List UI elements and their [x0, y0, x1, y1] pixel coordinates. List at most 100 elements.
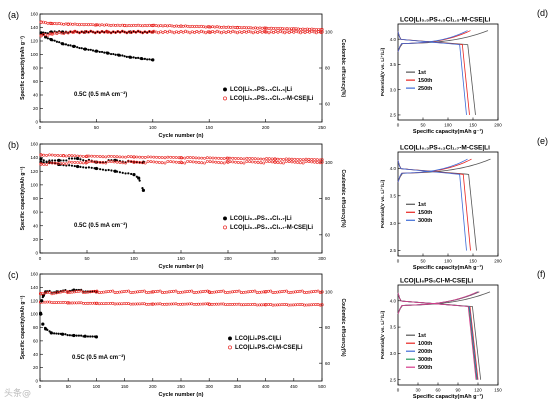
data-point: [137, 30, 140, 33]
data-marker: [66, 290, 70, 294]
data-point: [176, 291, 180, 295]
data-point: [248, 290, 252, 293]
data-point: [190, 24, 194, 28]
data-point: [160, 156, 164, 159]
data-point: [228, 156, 232, 160]
data-point: [290, 30, 293, 33]
data-point: [221, 289, 225, 293]
data-point: [73, 157, 76, 160]
data-point: [315, 158, 319, 162]
data-point: [203, 156, 206, 160]
data-point: [66, 333, 69, 337]
x-tick-label: 450: [290, 384, 298, 389]
legend-entry: LCO|Li₆PS₅Cl-M-CSE|Li: [235, 345, 303, 351]
x-tick-label: 120: [474, 388, 482, 393]
data-point: [145, 31, 149, 34]
data-point: [235, 289, 239, 293]
data-point: [188, 31, 192, 35]
charge-curve-500th: [397, 291, 478, 315]
data-point: [73, 160, 77, 164]
data-point: [131, 302, 135, 306]
data-point: [210, 290, 214, 294]
x-tick-label: 100: [149, 125, 157, 130]
data-point: [190, 289, 194, 293]
data-point: [75, 301, 79, 305]
data-point: [278, 29, 282, 33]
data-point: [89, 29, 93, 33]
x-tick-label: 200: [224, 256, 232, 261]
data-point: [217, 161, 221, 164]
data-point: [142, 289, 146, 293]
data-point: [148, 23, 151, 27]
data-point: [59, 154, 63, 157]
data-point: [118, 290, 121, 294]
data-point: [299, 27, 302, 31]
data-point: [280, 303, 284, 307]
data-point: [147, 302, 151, 306]
data-point: [98, 155, 102, 158]
data-marker: [273, 157, 277, 161]
data-point: [79, 161, 82, 165]
data-point: [147, 290, 151, 294]
data-point: [304, 159, 308, 163]
data-point: [195, 24, 199, 28]
data-marker: [132, 173, 136, 177]
data-point: [231, 156, 235, 160]
data-point: [95, 155, 99, 158]
data-point: [273, 303, 277, 307]
y-tick-label: 0: [35, 251, 38, 256]
data-point: [309, 290, 313, 294]
plot-frame: [39, 273, 323, 382]
x-axis-label: Specific capacity(mAh g⁻¹): [413, 128, 483, 135]
y-tick-label: 4.0: [390, 298, 397, 303]
data-point: [110, 160, 113, 164]
data-point: [101, 161, 105, 165]
data-point: [118, 302, 121, 306]
data-point: [157, 156, 161, 159]
data-point: [188, 289, 191, 293]
data-point: [200, 161, 204, 165]
data-marker: [40, 299, 44, 303]
data-point: [44, 21, 48, 25]
data-point: [276, 303, 279, 307]
data-point: [112, 52, 115, 56]
data-point: [138, 24, 142, 27]
data-point: [146, 31, 149, 34]
data-point: [127, 30, 131, 34]
data-point: [185, 290, 189, 293]
data-point: [70, 154, 74, 158]
legend-entry: 1st: [418, 70, 426, 76]
data-point: [199, 302, 203, 306]
legend-entry: 300th: [418, 357, 433, 363]
data-point: [96, 30, 99, 33]
data-point: [70, 301, 74, 305]
x-tick-label: 100: [130, 256, 138, 261]
data-point: [89, 30, 92, 33]
data-point: [249, 30, 253, 34]
data-point: [284, 157, 288, 161]
y2-axis-label: Coulombic efficiency(%): [340, 39, 346, 97]
x-tick-label: 100: [444, 123, 452, 128]
data-point: [242, 26, 246, 29]
data-marker: [320, 160, 324, 164]
data-marker: [75, 164, 80, 169]
data-point: [136, 29, 140, 33]
x-tick-label: 30: [415, 388, 421, 393]
data-point: [279, 161, 283, 165]
data-point: [64, 154, 68, 158]
data-point: [57, 332, 60, 335]
legend-entry: 300th: [418, 218, 433, 224]
data-point: [98, 31, 102, 34]
y2-axis-label: Coulombic efficiency(%): [340, 298, 346, 356]
data-point: [287, 31, 291, 34]
data-point: [138, 161, 141, 164]
data-point: [247, 29, 251, 33]
data-point: [98, 161, 102, 164]
data-point: [53, 161, 57, 165]
y-axis-label: Potential(V vs. Li⁺/Li): [380, 47, 386, 96]
data-point: [314, 28, 318, 32]
data-point: [283, 31, 287, 35]
data-point: [215, 290, 218, 294]
data-point: [166, 159, 170, 163]
data-marker: [39, 162, 43, 166]
